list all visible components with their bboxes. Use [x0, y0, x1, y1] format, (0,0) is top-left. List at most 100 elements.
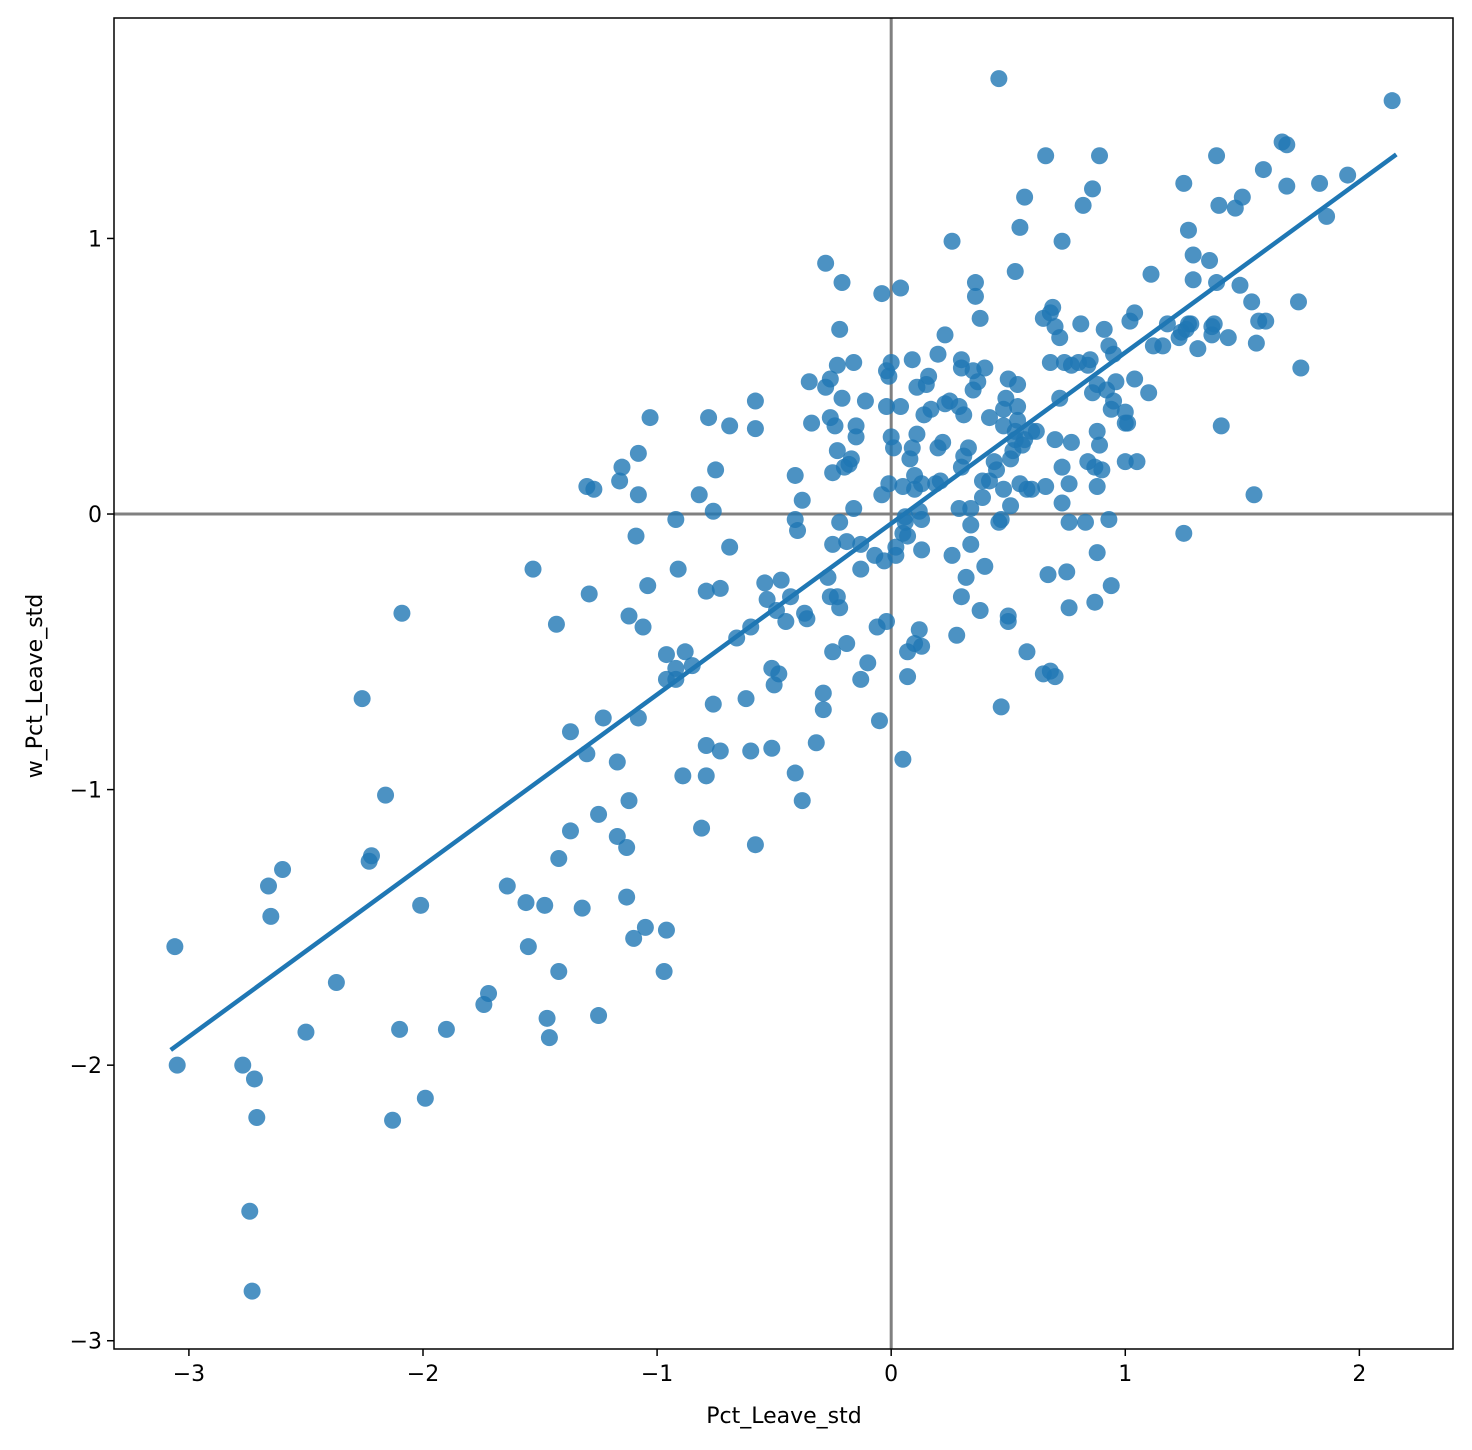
data-point: [852, 560, 870, 578]
data-point: [1081, 351, 1099, 369]
data-point: [297, 1023, 315, 1041]
data-point: [618, 888, 636, 906]
data-point: [955, 406, 973, 424]
data-point: [913, 475, 931, 493]
data-point: [957, 568, 975, 586]
data-point: [973, 488, 991, 506]
data-point: [824, 643, 842, 661]
data-point: [690, 486, 708, 504]
data-point: [377, 786, 395, 804]
data-point: [1245, 486, 1263, 504]
data-point: [903, 351, 921, 369]
data-point: [880, 367, 898, 385]
data-point: [995, 480, 1013, 498]
data-point: [711, 579, 729, 597]
data-point: [1060, 599, 1078, 617]
data-point: [327, 973, 345, 991]
data-point: [1009, 398, 1027, 416]
data-point: [437, 1020, 455, 1038]
scatter-points: [166, 70, 1401, 1300]
data-point: [498, 877, 516, 895]
data-point: [1058, 563, 1076, 581]
data-point: [742, 742, 760, 760]
data-point: [981, 409, 998, 427]
data-point: [772, 571, 790, 589]
data-point: [976, 359, 994, 377]
data-point: [807, 734, 825, 752]
data-point: [852, 670, 870, 688]
data-point: [976, 557, 994, 575]
reference-lines: [114, 18, 1453, 1349]
data-point: [480, 985, 498, 1003]
y-tick-label: −2: [70, 1054, 102, 1079]
data-point: [1037, 477, 1055, 495]
data-point: [1105, 392, 1123, 410]
data-point: [245, 1070, 263, 1088]
data-point: [1175, 174, 1193, 192]
data-point: [1243, 293, 1261, 311]
data-point: [786, 466, 804, 484]
data-point: [1072, 315, 1090, 333]
data-point: [971, 309, 989, 327]
data-point: [561, 723, 579, 741]
data-point: [1006, 263, 1024, 281]
data-point: [1212, 417, 1230, 435]
data-point: [913, 511, 931, 529]
data-point: [168, 1056, 186, 1074]
data-point: [590, 805, 608, 823]
data-point: [561, 822, 579, 840]
data-point: [878, 398, 895, 416]
data-point: [878, 612, 895, 630]
data-point: [1062, 433, 1080, 451]
data-point: [594, 709, 612, 727]
data-point: [831, 320, 849, 338]
data-point: [814, 684, 832, 702]
data-point: [800, 373, 818, 391]
x-tick-label: −1: [641, 1362, 673, 1387]
data-point: [1292, 359, 1310, 377]
data-point: [793, 491, 811, 509]
data-point: [821, 370, 839, 388]
data-point: [1088, 544, 1106, 562]
data-point: [241, 1202, 259, 1220]
data-point: [966, 274, 984, 292]
data-point: [248, 1109, 266, 1127]
data-point: [1095, 320, 1113, 338]
data-point: [517, 894, 535, 912]
data-point: [1051, 329, 1069, 347]
data-point: [1016, 188, 1034, 206]
data-point: [746, 836, 764, 854]
data-point: [538, 1009, 556, 1027]
data-point: [260, 877, 277, 895]
data-point: [999, 607, 1017, 625]
y-tick-label: 0: [88, 503, 102, 528]
data-point: [922, 400, 940, 418]
data-point: [1084, 180, 1101, 198]
data-point: [1044, 298, 1062, 316]
data-point: [882, 353, 900, 371]
data-point: [770, 665, 788, 683]
data-point: [234, 1056, 252, 1074]
data-point: [1231, 276, 1249, 294]
data-point: [657, 921, 675, 939]
data-point: [777, 612, 795, 630]
data-point: [763, 739, 781, 757]
data-point: [1182, 315, 1200, 333]
data-point: [838, 533, 856, 551]
data-point: [899, 527, 917, 545]
data-point: [1009, 411, 1027, 429]
data-point: [1208, 147, 1226, 165]
data-point: [1140, 384, 1158, 402]
data-point: [910, 621, 928, 639]
data-point: [990, 70, 1008, 88]
data-point: [798, 610, 816, 628]
x-tick-label: 2: [1352, 1362, 1366, 1387]
data-point: [1205, 315, 1223, 333]
data-point: [948, 626, 966, 644]
data-point: [547, 615, 565, 633]
data-point: [817, 254, 835, 272]
x-axis-ticks: −3 −2 −1 0 1 2: [173, 1349, 1366, 1387]
data-point: [384, 1111, 402, 1129]
data-point: [826, 417, 844, 435]
data-point: [1076, 513, 1094, 531]
